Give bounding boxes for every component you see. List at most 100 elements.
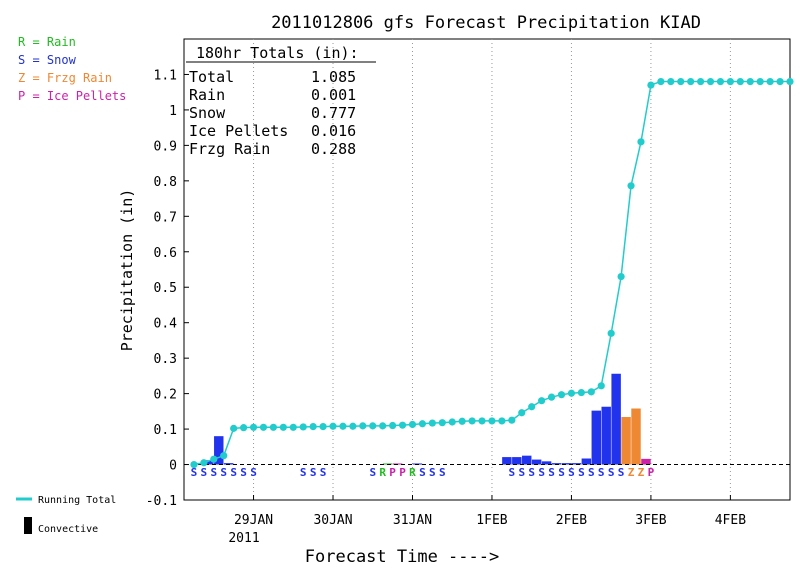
precip-type-code: S (210, 466, 217, 479)
y-tick-label: 0.8 (154, 175, 177, 190)
y-tick-label: 0.3 (154, 352, 177, 367)
running-total-point (577, 388, 585, 397)
precip-bar (571, 463, 582, 465)
running-total-point (249, 423, 258, 431)
precip-type-code: P (648, 466, 655, 479)
precip-type-code: Z (628, 466, 635, 479)
precip-type-code: S (191, 466, 198, 479)
precip-bar (214, 436, 224, 465)
running-total-point (458, 417, 466, 425)
precip-type-code: S (240, 466, 247, 479)
precip-type-legend: R = Rain S = Snow Z = Frzg Rain P = Ice Pel… (18, 35, 126, 103)
totals-label: Ice Pellets (189, 122, 288, 140)
x-tick-label: 3FEB (635, 513, 666, 528)
precip-type-code: S (201, 466, 208, 479)
precip-bar (551, 463, 562, 465)
precip-type-code: S (320, 466, 327, 479)
precip-type-code: S (300, 466, 307, 479)
y-tick-label: 0.7 (154, 210, 177, 225)
running-total-point (677, 77, 685, 86)
precip-bar (601, 406, 611, 465)
running-total-point (587, 388, 595, 396)
x-tick-label: 29JAN (234, 513, 273, 528)
precip-bar (522, 455, 532, 465)
totals-value: 0.777 (311, 104, 356, 122)
y-tick-label: 1 (169, 104, 177, 119)
convective-legend-swatch (24, 517, 32, 534)
year-label: 2011 (228, 531, 259, 546)
running-total-point (706, 77, 715, 86)
y-tick-label: 1.1 (154, 68, 177, 83)
totals-value: 0.288 (311, 140, 356, 158)
legend-item: R = Rain (18, 35, 76, 49)
precip-type-code: S (618, 466, 625, 479)
running-total-point (518, 409, 526, 417)
running-total-point (627, 182, 635, 190)
running-total-point (259, 423, 268, 431)
running-total-point (657, 77, 665, 86)
precip-type-code: S (310, 466, 317, 479)
totals-value: 1.085 (311, 68, 356, 86)
totals-label: Snow (189, 104, 226, 122)
running-total-point (359, 422, 367, 430)
precip-bar (611, 373, 621, 465)
precip-type-code: S (608, 466, 615, 479)
running-total-point (200, 459, 208, 467)
x-tick-label: 4FEB (715, 513, 746, 528)
precip-bar (412, 463, 423, 465)
precip-bar (512, 457, 522, 465)
running-total-point (488, 417, 496, 425)
running-total-point (369, 422, 377, 430)
precip-type-code: P (389, 466, 396, 479)
running-total-point (349, 422, 357, 430)
precip-type-code: R (409, 466, 416, 479)
running-total-point (726, 77, 734, 86)
running-total-point (667, 77, 675, 86)
precip-bar (502, 457, 512, 465)
running-total-point (538, 397, 546, 405)
running-total-point (418, 420, 427, 428)
running-total-point (389, 421, 397, 430)
precip-type-code: S (558, 466, 565, 479)
legend-item: Running Total (38, 495, 116, 506)
precip-bars (194, 373, 651, 465)
precip-bar (531, 459, 542, 465)
running-total-point (528, 403, 536, 411)
precip-type-code: S (538, 466, 545, 479)
totals-box: 180hr Totals (in): Total 1.085 Rain 0.001 Sno… (186, 44, 376, 158)
running-total-point (776, 77, 784, 86)
running-total-point (647, 81, 655, 89)
precip-type-code: S (528, 466, 535, 479)
precip-type-code: S (419, 466, 426, 479)
running-total-point (190, 460, 198, 469)
precip-bar (382, 463, 393, 465)
running-total-series (190, 77, 794, 469)
running-total-point (478, 417, 486, 425)
legend-item: P = Ice Pellets (18, 89, 126, 103)
running-total-point (240, 424, 248, 432)
running-total-point (696, 77, 705, 86)
running-total-point (299, 423, 307, 431)
precip-type-code: S (588, 466, 595, 479)
legend-item: S = Snow (18, 53, 77, 67)
totals-label: Total (189, 68, 234, 86)
x-tick-label: 31JAN (393, 513, 432, 528)
running-total-point (736, 77, 744, 86)
running-total-point (230, 424, 238, 432)
totals-header: 180hr Totals (in): (196, 44, 359, 62)
precip-type-code: S (250, 466, 257, 479)
running-total-point (746, 77, 754, 86)
precip-bar (561, 463, 572, 465)
running-total-point (408, 420, 417, 429)
running-total-point (379, 422, 387, 430)
running-total-point (498, 417, 506, 425)
totals-value: 0.001 (311, 86, 356, 104)
precip-type-code: S (548, 466, 555, 479)
precip-bar (591, 410, 601, 465)
precip-type-code: S (369, 466, 376, 479)
x-tick-label: 30JAN (313, 513, 352, 528)
precip-bar (204, 460, 214, 465)
running-total-point (329, 422, 337, 430)
running-total-point (637, 138, 645, 146)
